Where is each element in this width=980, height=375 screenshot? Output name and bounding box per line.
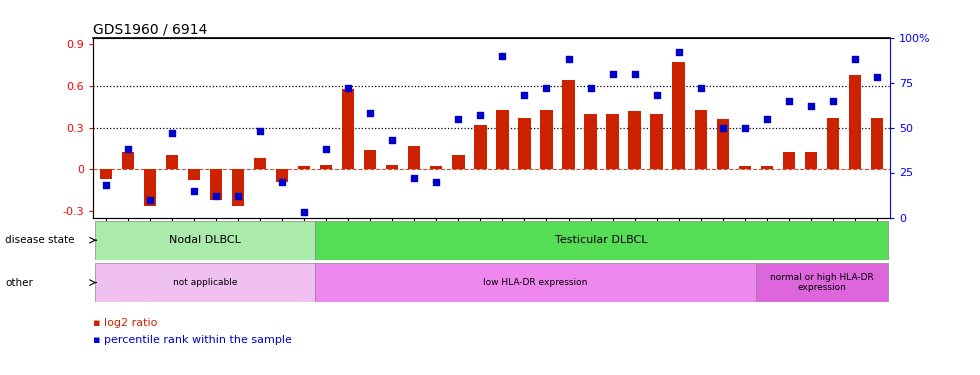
Bar [122,152,134,169]
Point [803,103,818,109]
Bar [651,114,662,169]
Point [274,178,290,184]
Bar [386,165,399,169]
Point [451,116,466,122]
Point [869,74,885,80]
Point [847,56,862,62]
Text: other: other [5,278,32,288]
Bar [453,155,465,169]
Bar [474,125,486,169]
Point [186,188,202,194]
Bar [167,155,178,169]
Point [670,49,686,55]
Point [737,124,753,130]
Text: Nodal DLBCL: Nodal DLBCL [170,235,241,245]
Text: ▪ percentile rank within the sample: ▪ percentile rank within the sample [93,335,292,345]
Bar [739,166,751,169]
Bar [783,152,795,169]
Point [759,116,774,122]
Point [142,196,158,202]
Bar [672,62,685,169]
Bar [756,263,888,302]
Bar [607,114,618,169]
Point [605,70,620,76]
Bar [144,169,157,206]
Bar [276,169,288,182]
Point [363,110,378,116]
Point [209,193,224,199]
Bar [826,118,839,169]
Bar [298,166,311,169]
Text: disease state: disease state [5,235,74,245]
Bar [232,169,244,206]
Text: low HLA-DR expression: low HLA-DR expression [483,278,588,287]
Bar [518,118,530,169]
Point [253,128,269,134]
Point [781,98,797,104]
Bar [430,166,443,169]
Point [384,137,400,143]
Point [649,92,664,98]
Bar [316,220,888,260]
Bar [716,119,728,169]
Bar [255,158,267,169]
Bar [188,169,200,180]
Text: GDS1960 / 6914: GDS1960 / 6914 [93,22,208,36]
Bar [95,263,316,302]
Bar [849,75,860,169]
Bar [409,146,420,169]
Bar [584,114,597,169]
Point [472,112,488,118]
Bar [563,80,574,169]
Bar [316,263,756,302]
Point [98,182,114,188]
Point [495,53,511,58]
Point [626,70,642,76]
Text: ▪ log2 ratio: ▪ log2 ratio [93,318,158,328]
Bar [320,165,332,169]
Bar [540,110,553,169]
Bar [805,152,816,169]
Bar [211,169,222,200]
Point [428,178,444,184]
Point [407,175,422,181]
Bar [95,220,316,260]
Point [539,85,555,91]
Bar [695,110,707,169]
Bar [100,169,113,179]
Bar [760,166,772,169]
Point [318,146,334,152]
Point [165,130,180,136]
Point [341,85,357,91]
Text: normal or high HLA-DR
expression: normal or high HLA-DR expression [769,273,873,292]
Point [121,146,136,152]
Bar [342,89,355,169]
Bar [628,111,641,169]
Text: not applicable: not applicable [173,278,237,287]
Point [230,193,246,199]
Point [516,92,532,98]
Point [583,85,599,91]
Bar [365,150,376,169]
Point [825,98,841,104]
Point [561,56,576,62]
Bar [870,118,883,169]
Point [297,209,313,215]
Text: Testicular DLBCL: Testicular DLBCL [556,235,648,245]
Point [693,85,709,91]
Bar [497,110,509,169]
Point [714,124,730,130]
